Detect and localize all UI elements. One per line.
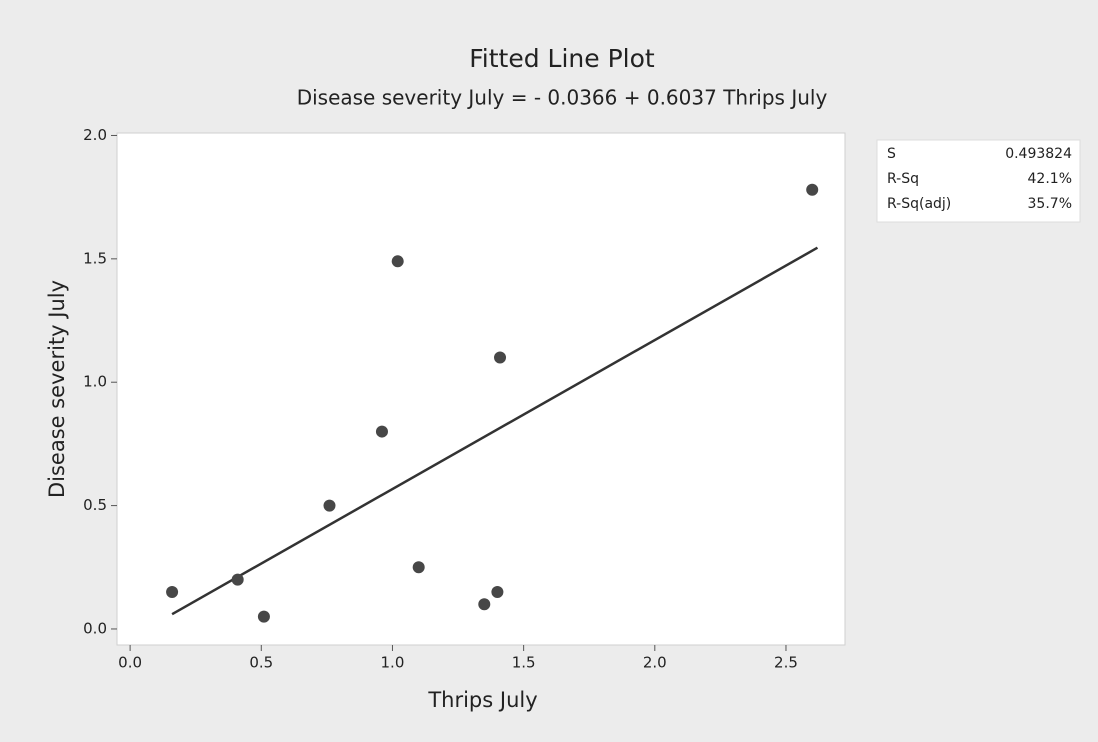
point [375,425,388,438]
y-tick-label: 1.0 [83,373,107,391]
point [412,561,425,574]
stat-value: 35.7% [1028,196,1072,212]
point [257,610,270,623]
plot-area [116,132,846,646]
point [494,351,507,364]
x-tick-label: 2.0 [643,654,667,672]
y-tick-label: 2.0 [83,126,107,144]
point [478,598,491,611]
x-axis-label: Thrips July [427,688,537,712]
stat-value: 42.1% [1028,171,1072,187]
stat-value: 0.493824 [1005,146,1072,162]
chart-subtitle: Disease severity July = - 0.0366 + 0.603… [297,86,828,110]
y-tick-label: 0.5 [83,496,107,514]
stat-name: R-Sq [887,171,919,187]
point [166,585,179,598]
stat-name: S [887,146,896,162]
point [491,585,504,598]
x-tick-label: 1.5 [512,654,536,672]
x-tick-label: 0.5 [249,654,273,672]
point [231,573,244,586]
y-axis-label: Disease severity July [45,280,69,498]
point [323,499,336,512]
y-tick-label: 0.0 [83,619,107,637]
chart-title: Fitted Line Plot [469,44,655,73]
y-tick-label: 1.5 [83,249,107,267]
fitted-line [171,246,819,616]
point [391,255,404,268]
x-tick-label: 1.0 [381,654,405,672]
stat-name: R-Sq(adj) [887,196,951,212]
x-tick-label: 2.5 [774,654,798,672]
x-tick-label: 0.0 [118,654,142,672]
point [806,183,819,196]
stats-box [876,139,1081,223]
